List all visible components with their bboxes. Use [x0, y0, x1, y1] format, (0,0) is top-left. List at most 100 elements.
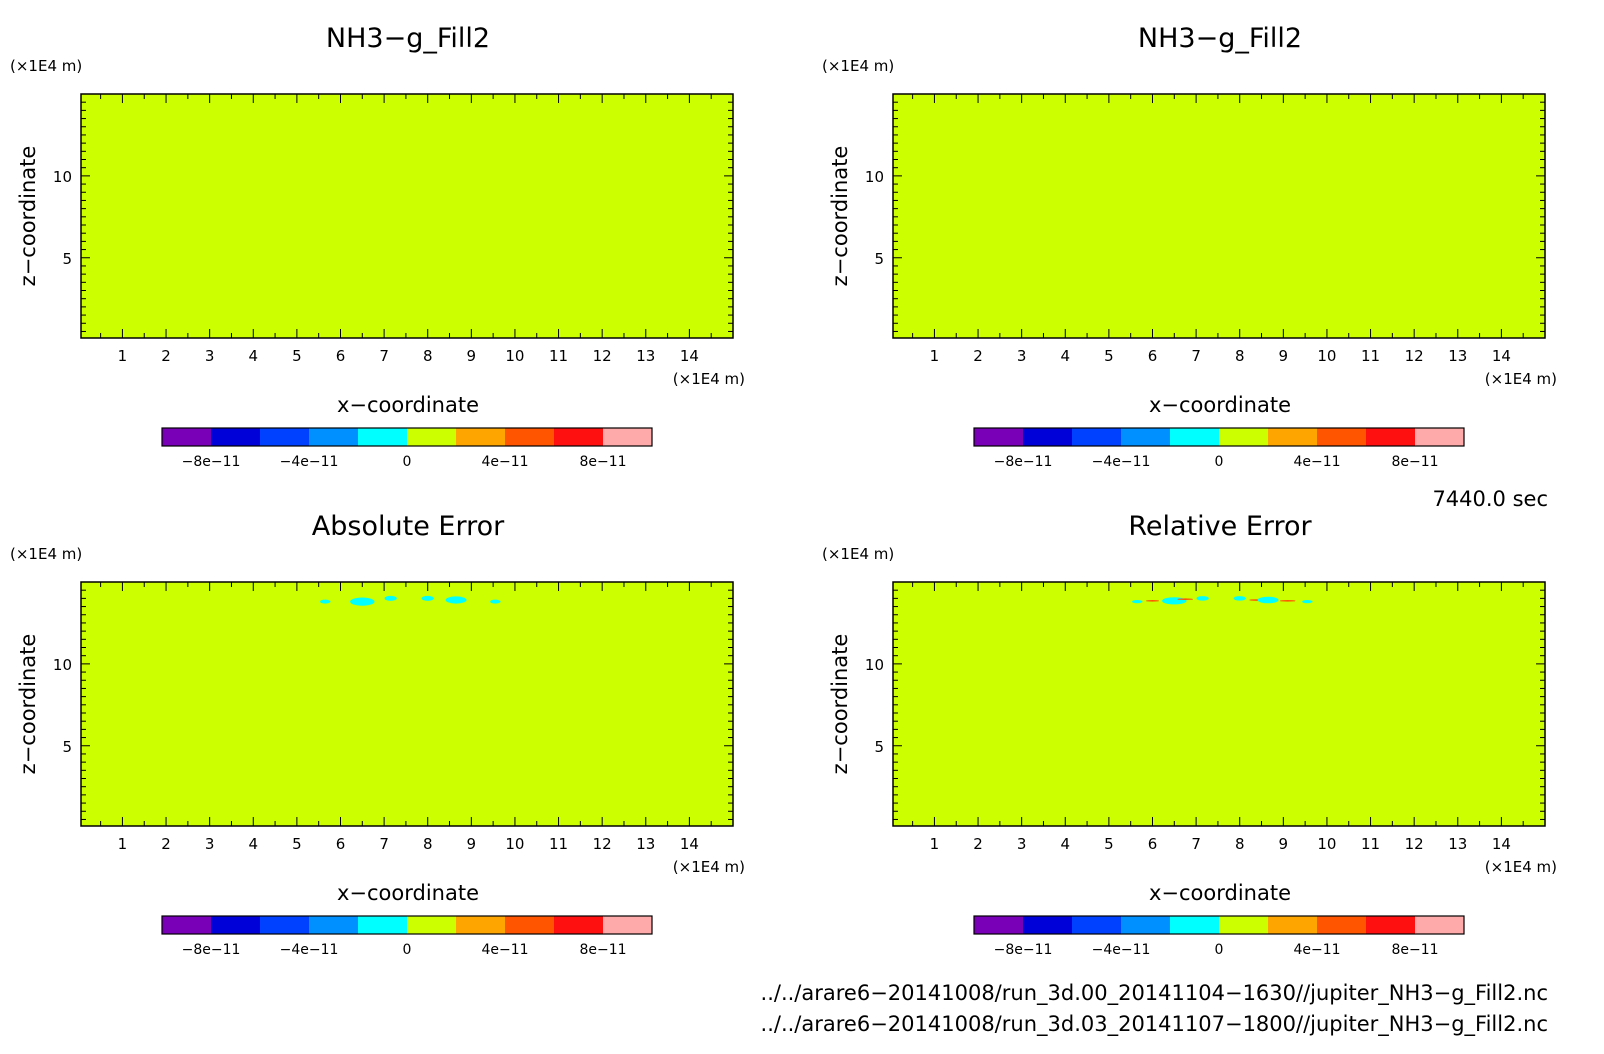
- colorbar-label: 0: [403, 454, 412, 470]
- plot-frame: [80, 581, 734, 827]
- time-label: 7440.0 sec: [1432, 487, 1548, 511]
- anomaly-patch: [1279, 600, 1296, 602]
- colorbar-label: 0: [1215, 942, 1224, 958]
- colorbar-swatch: [1072, 428, 1122, 446]
- colorbar-swatch: [1072, 916, 1122, 934]
- colorbar-swatch: [309, 428, 359, 446]
- x-tick-label: 4: [1060, 347, 1070, 365]
- file-path-2: ../../arare6−20141008/run_3d.03_20141107…: [761, 1012, 1548, 1037]
- colorbar-swatch: [162, 428, 212, 446]
- chart-title: NH3−g_Fill2: [1138, 23, 1302, 54]
- x-axis-label: x−coordinate: [1149, 393, 1291, 417]
- colorbar-label: 4e−11: [1293, 454, 1340, 470]
- colorbar-label: −4e−11: [280, 942, 339, 958]
- plot-frame: [892, 581, 1546, 827]
- x-tick-label: 5: [292, 835, 302, 853]
- anomaly-patch: [1302, 600, 1313, 604]
- colorbar-label: 8e−11: [579, 942, 626, 958]
- x-tick-label: 9: [467, 835, 477, 853]
- chart-title: Relative Error: [1128, 511, 1312, 542]
- y-tick-label: 10: [53, 656, 72, 674]
- chart-panel-1: NH3−g_Fill2(×1E4 m)1 2 3 4 5 6 7 8 9 10 11 12 13 1451…: [10, 23, 745, 470]
- x-tick-label: 5: [1104, 347, 1114, 365]
- colorbar-swatch: [974, 916, 1024, 934]
- x-tick-label: 13: [636, 347, 655, 365]
- chart-title: NH3−g_Fill2: [326, 23, 490, 54]
- colorbar-swatch: [1170, 916, 1220, 934]
- x-tick-label: 8: [423, 347, 433, 365]
- x-tick-label: 11: [549, 347, 568, 365]
- x-tick-label: 4: [1060, 835, 1070, 853]
- colorbar-swatch: [1121, 428, 1171, 446]
- colorbar-label: −8e−11: [994, 942, 1053, 958]
- x-tick-label: 2: [973, 835, 983, 853]
- plot-field: [893, 582, 1545, 826]
- colorbar-swatch: [456, 916, 506, 934]
- colorbar-label: −8e−11: [182, 942, 241, 958]
- colorbar-swatch: [358, 916, 408, 934]
- x-tick-label: 12: [593, 347, 612, 365]
- colorbar-label: 4e−11: [481, 454, 528, 470]
- y-axis-unit: (×1E4 m): [822, 57, 894, 75]
- x-tick-label: 1: [930, 347, 940, 365]
- colorbar-swatch: [1366, 428, 1416, 446]
- x-axis-label: x−coordinate: [337, 393, 479, 417]
- colorbar-swatch: [974, 428, 1024, 446]
- colorbar-swatch: [1023, 916, 1073, 934]
- y-axis-label: z−coordinate: [16, 146, 40, 287]
- x-tick-label: 14: [680, 347, 699, 365]
- colorbar-swatch: [456, 428, 506, 446]
- plot-field: [81, 94, 733, 338]
- colorbar-swatch: [1268, 428, 1318, 446]
- file-path-1: ../../arare6−20141008/run_3d.00_20141104…: [761, 981, 1548, 1006]
- colorbar-label: 4e−11: [1293, 942, 1340, 958]
- x-tick-label: 3: [205, 347, 215, 365]
- colorbar-swatch: [505, 428, 555, 446]
- x-tick-label: 8: [1235, 347, 1245, 365]
- colorbar-swatch: [603, 428, 653, 446]
- anomaly-patch: [1196, 596, 1209, 601]
- colorbar-frame: [161, 427, 653, 447]
- x-tick-label: 13: [636, 835, 655, 853]
- colorbar-label: −4e−11: [280, 454, 339, 470]
- colorbar-swatch: [554, 428, 604, 446]
- x-tick-label: 4: [248, 347, 258, 365]
- anomaly-patch: [421, 595, 434, 601]
- colorbar-swatch: [1317, 916, 1367, 934]
- x-tick-label: 2: [161, 835, 171, 853]
- x-axis-unit: (×1E4 m): [673, 858, 745, 876]
- colorbar-swatch: [1023, 428, 1073, 446]
- x-tick-label: 1: [118, 347, 128, 365]
- anomaly-patch: [1145, 600, 1160, 602]
- x-tick-label: 8: [1235, 835, 1245, 853]
- colorbar-swatch: [407, 916, 457, 934]
- colorbar-label: −4e−11: [1092, 454, 1151, 470]
- colorbar-swatch: [211, 428, 261, 446]
- x-tick-label: 10: [1317, 835, 1336, 853]
- colorbar-swatch: [1219, 428, 1269, 446]
- colorbar-label: 8e−11: [579, 454, 626, 470]
- x-tick-label: 10: [505, 835, 524, 853]
- chart-panel-3: Absolute Error(×1E4 m)1 2 3 4 5 6 7 8 9 10 11 12 13 1…: [10, 511, 745, 958]
- colorbar-swatch: [1121, 916, 1171, 934]
- x-tick-label: 6: [1148, 835, 1158, 853]
- plot-frame: [80, 93, 734, 339]
- y-tick-label: 5: [62, 250, 72, 268]
- x-tick-label: 10: [1317, 347, 1336, 365]
- x-tick-label: 3: [1017, 347, 1027, 365]
- colorbar-swatch: [1170, 428, 1220, 446]
- x-tick-label: 11: [549, 835, 568, 853]
- x-tick-label: 14: [1492, 347, 1511, 365]
- colorbar-swatch: [1366, 916, 1416, 934]
- y-tick-label: 10: [865, 168, 884, 186]
- colorbar-swatch: [1268, 916, 1318, 934]
- colorbar-swatch: [1415, 428, 1465, 446]
- colorbar-label: −8e−11: [182, 454, 241, 470]
- x-tick-label: 13: [1448, 835, 1467, 853]
- colorbar-label: −4e−11: [1092, 942, 1151, 958]
- colorbar-frame: [161, 915, 653, 935]
- plot-field: [893, 94, 1545, 338]
- y-axis-unit: (×1E4 m): [822, 545, 894, 563]
- x-tick-label: 7: [1191, 347, 1201, 365]
